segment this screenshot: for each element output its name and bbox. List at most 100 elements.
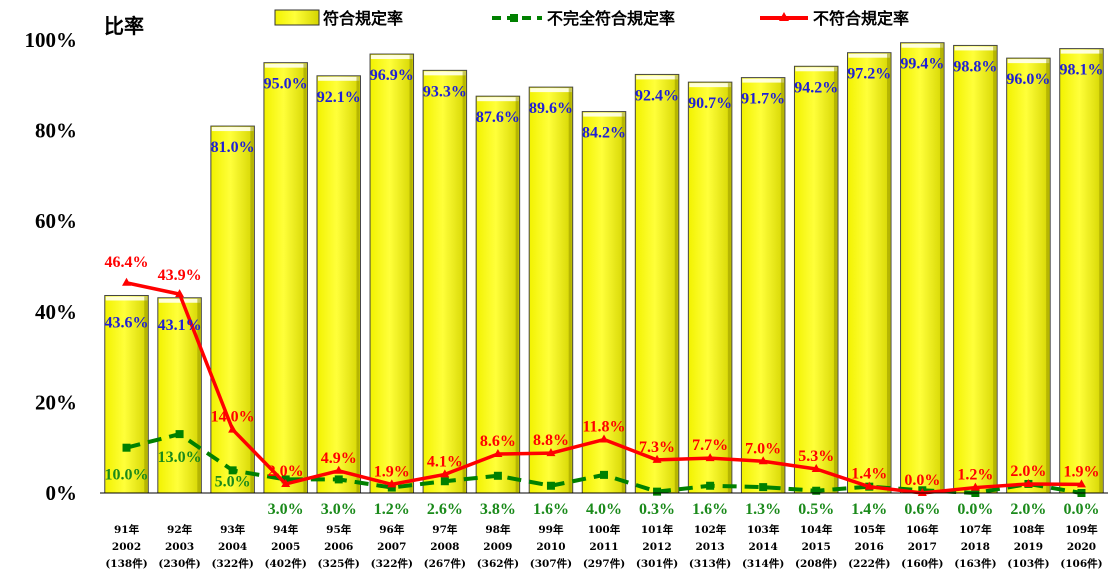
noncompliance-point — [970, 482, 980, 491]
noncompliance-value-label: 43.9% — [158, 267, 202, 284]
y-axis: 比率 0% 20% 40% 60% 80% 100% — [25, 14, 145, 505]
noncompliance-point — [228, 424, 238, 433]
noncompliance-point — [864, 481, 874, 490]
x-tick-label: (106件) — [1060, 557, 1102, 570]
y-tick-label: 40% — [35, 300, 77, 324]
bar-top-highlight — [742, 78, 784, 83]
bar-shade — [621, 112, 625, 492]
bar-shade — [887, 53, 891, 493]
bar-top-highlight — [636, 75, 678, 80]
bar-shade — [1046, 59, 1050, 493]
partial-compliance-point — [440, 477, 449, 486]
bar — [210, 125, 255, 494]
bar — [953, 44, 998, 494]
x-tick-label: 2010 — [536, 541, 565, 553]
noncompliance-value-label: 46.4% — [105, 254, 149, 271]
legend-label-compliant: 符合規定率 — [323, 9, 403, 28]
partial-compliance-value-label: 1.3% — [745, 501, 781, 518]
partial-compliance-point — [175, 430, 184, 439]
noncompliance-point — [758, 456, 768, 465]
noncompliance-point — [493, 449, 503, 458]
legend: 符合規定率 不完全符合規定率 不符合規定率 — [274, 9, 909, 28]
x-tick-label: 2018 — [961, 541, 990, 553]
x-tick-label: 93年 — [220, 523, 246, 536]
partial-compliance-value-label: 4.0% — [586, 501, 622, 518]
noncompliance-point — [281, 478, 291, 487]
partial-compliance-value-label: 3.8% — [480, 501, 516, 518]
bar-value-label: 90.7% — [688, 95, 732, 112]
x-tick-label: (301件) — [636, 557, 678, 570]
noncompliance-value-label: 2.0% — [1010, 463, 1046, 480]
partial-compliance-value-label: 0.3% — [639, 501, 675, 518]
x-tick-label: 2003 — [165, 541, 194, 553]
noncompliance-point — [705, 453, 715, 462]
bar-value-label: 87.6% — [476, 109, 520, 126]
x-tick-label: 95年 — [326, 523, 352, 536]
x-tick-label: (230件) — [158, 557, 200, 570]
bar-value-label: 98.8% — [953, 58, 997, 75]
noncompliance-point — [599, 434, 609, 443]
bar — [475, 95, 521, 494]
x-tick-label: (163件) — [954, 557, 996, 570]
bar-value-label: 98.1% — [1059, 62, 1103, 79]
noncompliance-value-label: 14.0% — [211, 409, 255, 426]
x-tick-label: (208件) — [795, 557, 837, 570]
bar-value-label: 94.2% — [794, 79, 838, 96]
y-tick-label: 20% — [35, 390, 77, 414]
bar-shade — [303, 63, 307, 493]
partial-compliance-point — [334, 475, 343, 484]
noncompliance-value-label: 2.0% — [268, 463, 304, 480]
partial-compliance-point — [122, 443, 131, 452]
bar-value-label: 97.2% — [847, 66, 891, 83]
legend-dashed-marker — [510, 14, 518, 22]
partial-compliance-value-label: 0.5% — [798, 501, 834, 518]
x-tick-label: 2014 — [749, 541, 778, 553]
noncompliance-point — [440, 469, 450, 478]
bar — [528, 86, 574, 494]
legend-red-marker — [779, 12, 789, 21]
bar-value-label: 81.0% — [211, 139, 255, 156]
noncompliance-value-label: 8.8% — [533, 432, 569, 449]
bar-top-highlight — [371, 55, 413, 60]
bar-top-highlight — [424, 71, 466, 76]
y-tick-label: 60% — [35, 209, 77, 233]
x-tick-label: 106年 — [906, 523, 939, 536]
x-tick-label: 107年 — [959, 523, 992, 536]
x-tick-label: 98年 — [485, 523, 511, 536]
bar — [1059, 48, 1104, 494]
bar-shade — [462, 71, 466, 492]
noncompliance-point — [546, 448, 556, 457]
bar-shade — [515, 97, 519, 492]
partial-compliance-value-label: 3.0% — [268, 501, 304, 518]
partial-compliance-point — [653, 487, 662, 496]
bar-value-label: 96.0% — [1006, 71, 1050, 88]
y-tick-label: 100% — [25, 28, 78, 52]
partial-compliance-value-label: 10.0% — [105, 467, 149, 484]
bar-top-highlight — [689, 83, 731, 88]
bar-top-highlight — [1060, 49, 1103, 54]
x-tick-label: (314件) — [742, 557, 784, 570]
x-tick-label: (325件) — [318, 557, 360, 570]
bar — [687, 81, 733, 494]
bar-value-label: 99.4% — [900, 56, 944, 73]
bar-value-label: 92.1% — [317, 89, 361, 106]
bar-shade — [197, 298, 201, 492]
bar-top-highlight — [901, 43, 944, 48]
x-tick-label: (297件) — [583, 557, 625, 570]
bar-value-label: 43.6% — [105, 314, 149, 331]
x-tick-label: 102年 — [694, 523, 727, 536]
noncompliance-point — [1076, 479, 1086, 488]
noncompliance-point — [122, 277, 132, 286]
x-tick-label: (402件) — [265, 557, 307, 570]
data-labels: 43.6% 43.1% 81.0% 95.0% 92.1% 96.9% 93.3% 87.6%… — [105, 56, 1104, 518]
x-tick-label: 105年 — [853, 523, 886, 536]
x-tick-label: (362件) — [477, 557, 519, 570]
bar-value-label: 43.1% — [158, 317, 202, 334]
x-tick-label: 108年 — [1012, 523, 1045, 536]
x-tick-label: 2019 — [1014, 541, 1043, 553]
noncompliance-point — [175, 289, 185, 298]
bar-top-highlight — [477, 97, 519, 102]
x-tick-label: 2002 — [112, 541, 141, 553]
bar-shade — [1099, 49, 1103, 493]
bar-value-label: 93.3% — [423, 83, 467, 100]
